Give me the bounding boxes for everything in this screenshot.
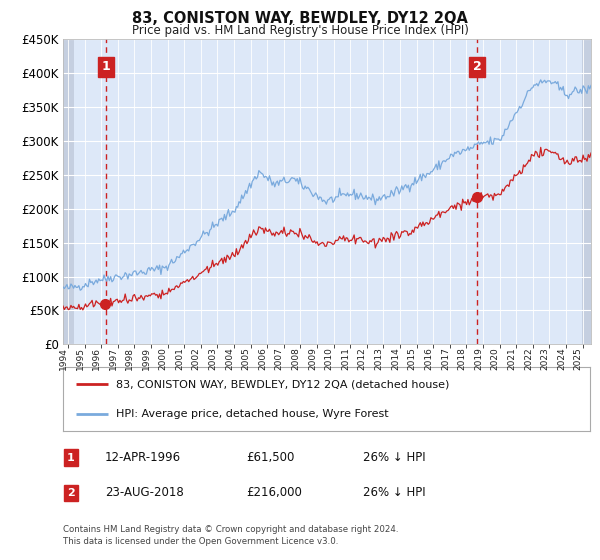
Text: 2: 2 (473, 60, 481, 73)
Text: £61,500: £61,500 (246, 451, 295, 464)
Text: 2023: 2023 (541, 347, 550, 370)
Text: 26% ↓ HPI: 26% ↓ HPI (363, 451, 425, 464)
Text: 2006: 2006 (258, 347, 267, 370)
Text: 1998: 1998 (125, 347, 134, 370)
Text: 2017: 2017 (441, 347, 450, 370)
Text: 2020: 2020 (491, 347, 500, 370)
Text: 2011: 2011 (341, 347, 350, 370)
Text: 2009: 2009 (308, 347, 317, 370)
Bar (582, 39, 591, 344)
Text: 2008: 2008 (292, 347, 301, 370)
Text: 1994: 1994 (59, 347, 68, 370)
Bar (63, 39, 74, 344)
Text: 2007: 2007 (275, 347, 284, 370)
Text: Contains HM Land Registry data © Crown copyright and database right 2024.
This d: Contains HM Land Registry data © Crown c… (63, 525, 398, 546)
Text: 2012: 2012 (358, 347, 367, 370)
Text: 2003: 2003 (208, 347, 217, 370)
Text: 2019: 2019 (474, 347, 483, 370)
Text: Price paid vs. HM Land Registry's House Price Index (HPI): Price paid vs. HM Land Registry's House … (131, 24, 469, 36)
Text: 83, CONISTON WAY, BEWDLEY, DY12 2QA (detached house): 83, CONISTON WAY, BEWDLEY, DY12 2QA (det… (116, 379, 449, 389)
Text: 2025: 2025 (574, 347, 583, 370)
Text: 26% ↓ HPI: 26% ↓ HPI (363, 486, 425, 500)
Text: 12-APR-1996: 12-APR-1996 (105, 451, 181, 464)
Text: 2014: 2014 (391, 347, 400, 370)
Text: 2013: 2013 (374, 347, 383, 370)
Text: 1999: 1999 (142, 347, 151, 370)
Text: 2004: 2004 (225, 347, 234, 370)
Text: 1: 1 (101, 60, 110, 73)
Text: 83, CONISTON WAY, BEWDLEY, DY12 2QA: 83, CONISTON WAY, BEWDLEY, DY12 2QA (132, 11, 468, 26)
Text: 2010: 2010 (325, 347, 334, 370)
Text: 2018: 2018 (457, 347, 466, 370)
Text: 2002: 2002 (192, 347, 201, 370)
Text: 2015: 2015 (407, 347, 416, 370)
Text: 2: 2 (67, 488, 74, 498)
Text: 2000: 2000 (158, 347, 167, 370)
Text: 2005: 2005 (242, 347, 251, 370)
Text: 2021: 2021 (507, 347, 516, 370)
Text: 2016: 2016 (424, 347, 433, 370)
Text: 1997: 1997 (109, 347, 118, 370)
Text: 1995: 1995 (76, 347, 85, 370)
Text: 1996: 1996 (92, 347, 101, 370)
Text: HPI: Average price, detached house, Wyre Forest: HPI: Average price, detached house, Wyre… (116, 409, 388, 419)
Text: 2001: 2001 (175, 347, 184, 370)
Text: 1: 1 (67, 452, 74, 463)
Text: £216,000: £216,000 (246, 486, 302, 500)
Text: 2024: 2024 (557, 347, 566, 370)
Text: 23-AUG-2018: 23-AUG-2018 (105, 486, 184, 500)
Text: 2022: 2022 (524, 347, 533, 370)
